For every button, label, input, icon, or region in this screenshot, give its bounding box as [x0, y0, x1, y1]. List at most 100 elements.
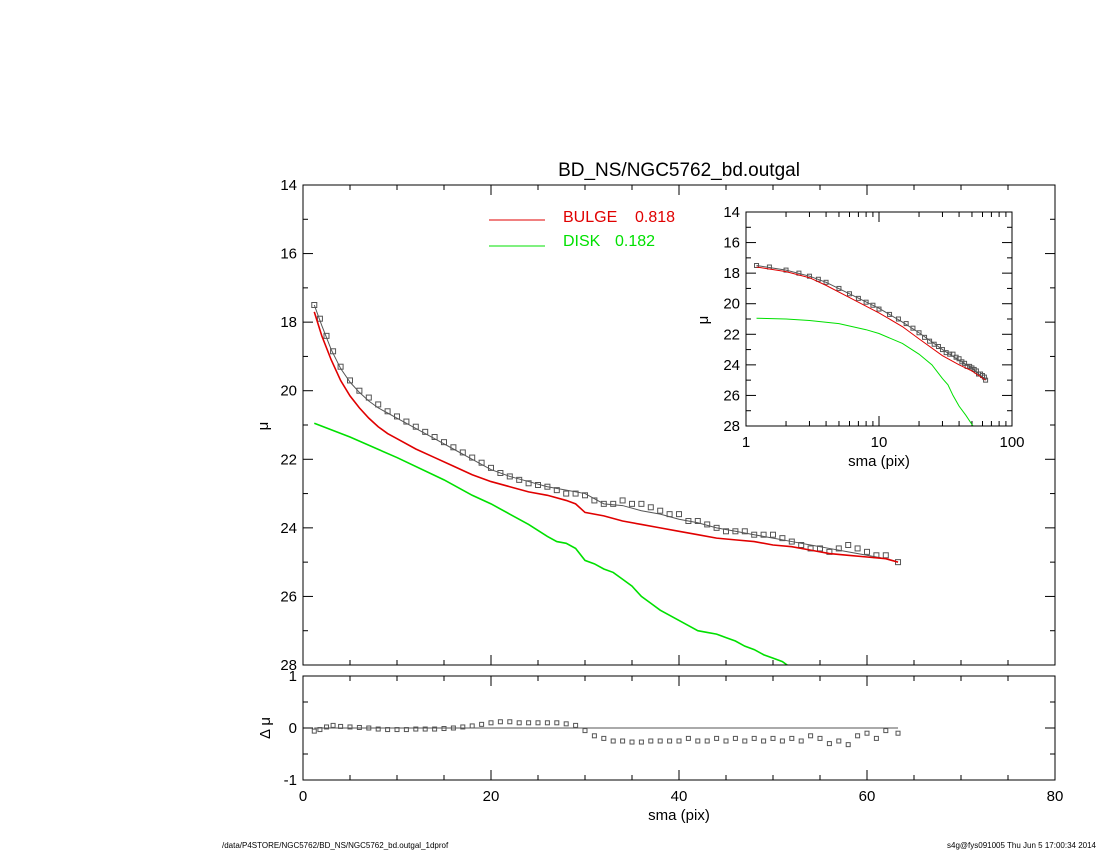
residual-xtick-label: 0 — [299, 788, 307, 805]
inset-ytick-label: 26 — [723, 387, 740, 404]
main-ytick-label: 16 — [280, 246, 297, 263]
main-data-point — [854, 545, 861, 552]
main-data-point — [610, 500, 617, 507]
inset-ylabel: μ — [695, 316, 712, 325]
main-data-point — [365, 394, 372, 401]
residual-residual-point — [845, 742, 851, 748]
residual-residual-point — [479, 721, 485, 727]
main-title: BD_NS/NGC5762_bd.outgal — [558, 160, 800, 181]
residual-residual-point — [432, 726, 438, 732]
main-data-point — [629, 500, 635, 507]
main-ytick-label: 18 — [280, 314, 297, 331]
main-data-point — [525, 480, 532, 487]
residual-residual-point — [413, 726, 419, 732]
residual-residual-point — [507, 719, 513, 725]
main-axis-ticks: 14 16 18 20 22 24 26 28 — [280, 177, 1056, 674]
legend-disk-value: 0.182 — [615, 233, 655, 250]
residual-ytick-label: -1 — [284, 772, 297, 789]
main-plot-area — [311, 302, 902, 665]
inset-ytick-label: 16 — [723, 235, 740, 252]
inset-xtick-label: 10 — [871, 434, 888, 451]
inset-data-point — [939, 347, 945, 353]
main-ytick-label: 20 — [280, 383, 297, 400]
residual-residual-point — [516, 720, 522, 726]
residual-residual-point — [761, 738, 767, 744]
residual-residual-point — [789, 735, 795, 741]
residual-ytick-label: 0 — [289, 720, 297, 737]
residual-residual-point — [883, 728, 889, 734]
residual-residual-point — [864, 730, 870, 736]
residual-residual-point — [667, 738, 673, 744]
residual-residual-point — [895, 730, 901, 736]
residual-residual-point — [676, 738, 682, 744]
residual-xlabel: sma (pix) — [648, 807, 710, 824]
inset-data-point — [863, 299, 869, 305]
residual-residual-point — [638, 739, 644, 745]
residual-residual-point — [535, 720, 541, 726]
residual-residual-point — [450, 725, 456, 731]
main-ylabel: μ — [255, 422, 272, 431]
inset-data-point — [947, 351, 953, 357]
residual-residual-point — [330, 722, 336, 728]
inset-xtick-label: 100 — [999, 434, 1024, 451]
residual-residual-point — [751, 735, 757, 741]
main-data-point — [375, 401, 382, 408]
residual-residual-point — [403, 727, 409, 733]
main-data-point — [572, 490, 579, 497]
main-disk-line — [313, 422, 789, 665]
inset-xtick-label: 1 — [742, 434, 750, 451]
legend-disk-label: DISK — [563, 233, 601, 250]
main-data-point — [506, 473, 513, 480]
residual-residual-point — [770, 735, 776, 741]
residual-residual-point — [573, 722, 579, 728]
main-data-point — [835, 545, 842, 552]
main-data-point — [694, 518, 701, 524]
inset-xlabel: sma (pix) — [848, 453, 910, 470]
main-data-point — [647, 504, 654, 511]
residual-xtick-label: 80 — [1047, 788, 1064, 805]
residual-residual-point — [591, 733, 597, 739]
residual-residual-point — [497, 719, 503, 725]
inset-ytick-label: 18 — [723, 265, 740, 282]
residual-residual-point — [779, 738, 785, 744]
main-ytick-label: 22 — [280, 451, 297, 468]
footer-timestamp: s4g@fys091005 Thu Jun 5 17:00:34 2014 — [947, 841, 1097, 850]
residual-residual-point — [704, 738, 710, 744]
inset-bulge-line — [756, 266, 986, 381]
main-data-point — [723, 528, 729, 535]
main-data-point — [619, 497, 626, 504]
inset-ytick-label: 28 — [723, 418, 740, 435]
residual-residual-point — [601, 735, 607, 741]
residual-residual-point — [311, 728, 317, 734]
residual-xtick-label: 40 — [671, 788, 688, 805]
residual-residual-point — [685, 735, 691, 741]
inset-axis-ticks: 1 10 100 14 16 18 20 22 24 26 28 — [723, 204, 1024, 451]
main-data-point — [779, 535, 786, 542]
legend-bulge-value: 0.818 — [635, 209, 675, 226]
inset-data-point — [887, 311, 893, 317]
residual-residual-point — [648, 738, 654, 744]
footer-path: /data/P4STORE/NGC5762/BD_NS/NGC5762_bd.o… — [222, 841, 449, 850]
main-data-point — [497, 470, 504, 476]
main-data-point — [563, 490, 570, 497]
residual-residual-point — [817, 735, 823, 741]
residual-residual-point — [657, 738, 663, 744]
inset-data-point — [910, 325, 916, 331]
residual-residual-point — [526, 720, 532, 726]
inset-disk-line — [756, 317, 974, 426]
inset-ytick-label: 24 — [723, 357, 740, 374]
inset-data-point — [846, 291, 852, 297]
inset-ytick-label: 20 — [723, 296, 740, 313]
residual-residual-point — [366, 725, 372, 731]
main-data-point — [760, 531, 767, 538]
residual-residual-point — [610, 738, 616, 744]
residual-residual-point — [873, 735, 879, 741]
residual-residual-point — [582, 728, 588, 734]
main-data-point — [864, 548, 870, 555]
residual-residual-point — [714, 735, 720, 741]
residual-residual-point — [385, 727, 391, 733]
residual-residual-point — [836, 738, 842, 744]
inset-total-line — [756, 265, 986, 381]
